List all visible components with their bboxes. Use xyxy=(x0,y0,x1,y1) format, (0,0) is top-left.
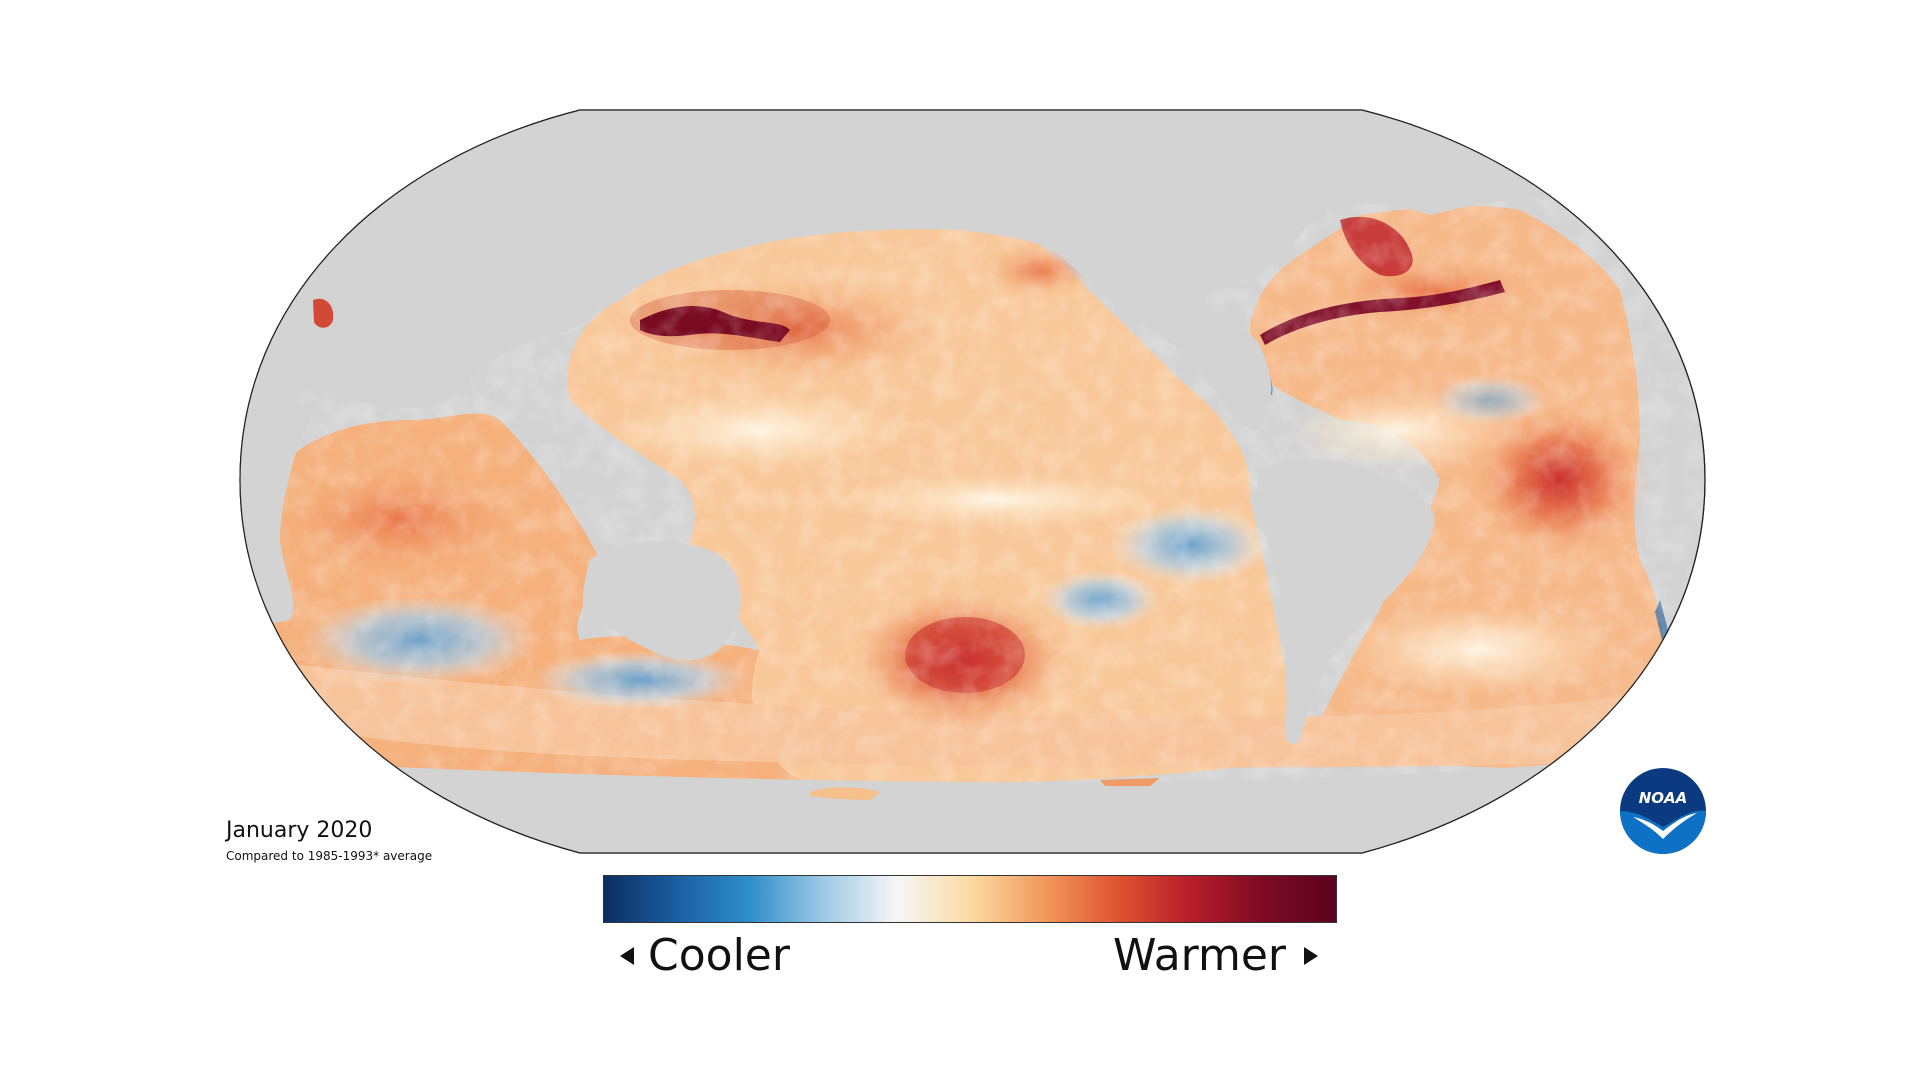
legend-cooler-label: Cooler xyxy=(648,930,790,981)
color-scale-legend-bar xyxy=(603,875,1337,923)
legend-warmer: Warmer xyxy=(1113,930,1318,981)
legend-warmer-label: Warmer xyxy=(1113,930,1286,981)
map-baseline-subtitle: Compared to 1985-1993* average xyxy=(226,849,433,863)
africa-eurasia-left xyxy=(240,380,305,630)
antarctica-land xyxy=(240,750,1705,853)
south-america-land xyxy=(1257,458,1435,744)
legend-cooler: Cooler xyxy=(620,930,790,981)
north-america-land xyxy=(1119,290,1272,431)
map-date-title: January 2020 xyxy=(226,818,373,843)
indonesia-land xyxy=(560,468,618,499)
svg-text:NOAA: NOAA xyxy=(1639,789,1688,807)
ocean-anomaly-layer xyxy=(240,110,1705,853)
australia-land xyxy=(582,540,741,661)
noaa-logo: NOAA xyxy=(1620,768,1706,854)
arctic-land xyxy=(240,110,1705,409)
arrow-left-icon xyxy=(620,946,634,965)
arrow-right-icon xyxy=(1304,946,1318,965)
